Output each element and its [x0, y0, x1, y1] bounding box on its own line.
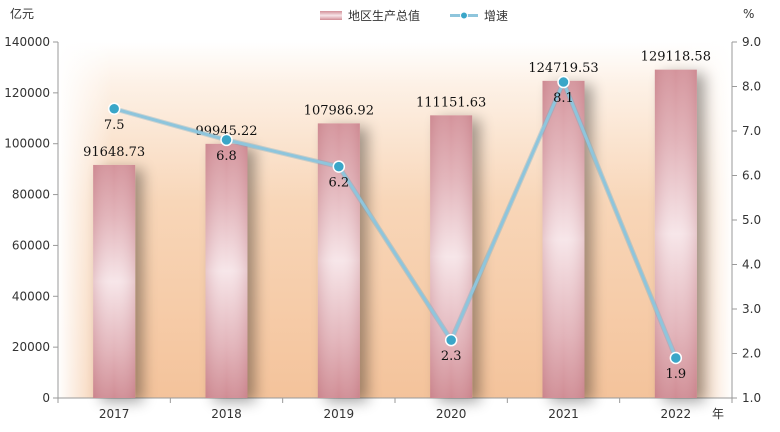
bar-shading [430, 115, 473, 398]
right-tick-label: 5.0 [742, 213, 761, 227]
rate-value-label: 6.8 [216, 149, 237, 164]
bar-value-label: 107986.92 [304, 103, 374, 118]
left-tick-label: 20000 [12, 340, 50, 354]
rate-value-label: 1.9 [665, 367, 686, 382]
rate-line [113, 80, 678, 359]
legend-bar-label: 地区生产总值 [348, 8, 420, 23]
left-tick-label: 140000 [4, 35, 50, 49]
rate-value-labels: 7.5 6.8 6.2 2.3 8.1 1.9 [104, 91, 686, 382]
right-tick-label: 1.0 [742, 391, 761, 405]
x-axis-ticks: 2017 2018 2019 2020 2021 2022 [57, 398, 733, 421]
x-tick-label: 2020 [436, 407, 467, 421]
rate-value-label: 6.2 [328, 176, 349, 191]
bar-shading [654, 69, 697, 399]
right-tick-label: 4.0 [742, 258, 761, 272]
right-tick-label: 7.0 [742, 124, 761, 138]
rate-point [669, 351, 683, 365]
right-tick-label: 9.0 [742, 35, 761, 49]
left-tick-label: 120000 [4, 86, 50, 100]
bar-value-label: 91648.73 [83, 145, 145, 160]
right-axis-ticks: 1.0 2.0 3.0 4.0 5.0 6.0 7.0 8.0 9.0 [732, 35, 761, 405]
right-tick-label: 2.0 [742, 347, 761, 361]
rate-value-label: 7.5 [104, 118, 125, 133]
rate-point [444, 333, 458, 347]
left-tick-label: 60000 [12, 238, 50, 252]
x-axis-unit: 年 [712, 407, 724, 421]
bar-value-label: 111151.63 [416, 95, 486, 110]
right-tick-label: 8.0 [742, 80, 761, 94]
bar-shading [205, 143, 248, 398]
legend-bar-swatch [320, 11, 342, 20]
right-tick-label: 6.0 [742, 169, 761, 183]
left-tick-label: 0 [42, 391, 50, 405]
rate-point [557, 75, 570, 89]
plot-background-fade [58, 42, 732, 398]
bar-series [93, 69, 697, 399]
x-tick-label: 2019 [324, 407, 355, 421]
left-axis-unit: 亿元 [10, 6, 34, 21]
legend: 地区生产总值 增速 [320, 8, 508, 23]
x-tick-label: 2022 [661, 407, 692, 421]
legend-line-label: 增速 [484, 9, 508, 23]
rate-point [332, 160, 346, 173]
rate-value-label: 8.1 [553, 91, 574, 106]
bar-value-labels: 91648.7399945.22107986.92111151.63124719… [83, 50, 711, 160]
bar-shading [93, 164, 136, 398]
left-axis-ticks: 0 20000 40000 60000 80000 100000 120000 140000 [4, 35, 58, 405]
right-axis-unit: % [743, 7, 754, 21]
x-tick-label: 2018 [211, 407, 242, 421]
right-tick-label: 3.0 [742, 302, 761, 316]
rate-point [220, 133, 233, 147]
bar-shading [542, 80, 585, 398]
left-tick-label: 40000 [12, 289, 50, 303]
x-tick-label: 2017 [99, 407, 130, 421]
rate-value-label: 2.3 [441, 349, 462, 364]
left-tick-label: 100000 [4, 137, 50, 151]
x-tick-label: 2021 [548, 407, 579, 421]
rate-series [107, 75, 683, 365]
legend-line-marker [460, 11, 468, 20]
bar-value-label: 124719.53 [528, 61, 598, 76]
bar-value-label: 129118.58 [641, 50, 711, 65]
rate-point [107, 102, 121, 115]
left-tick-label: 80000 [12, 188, 50, 202]
